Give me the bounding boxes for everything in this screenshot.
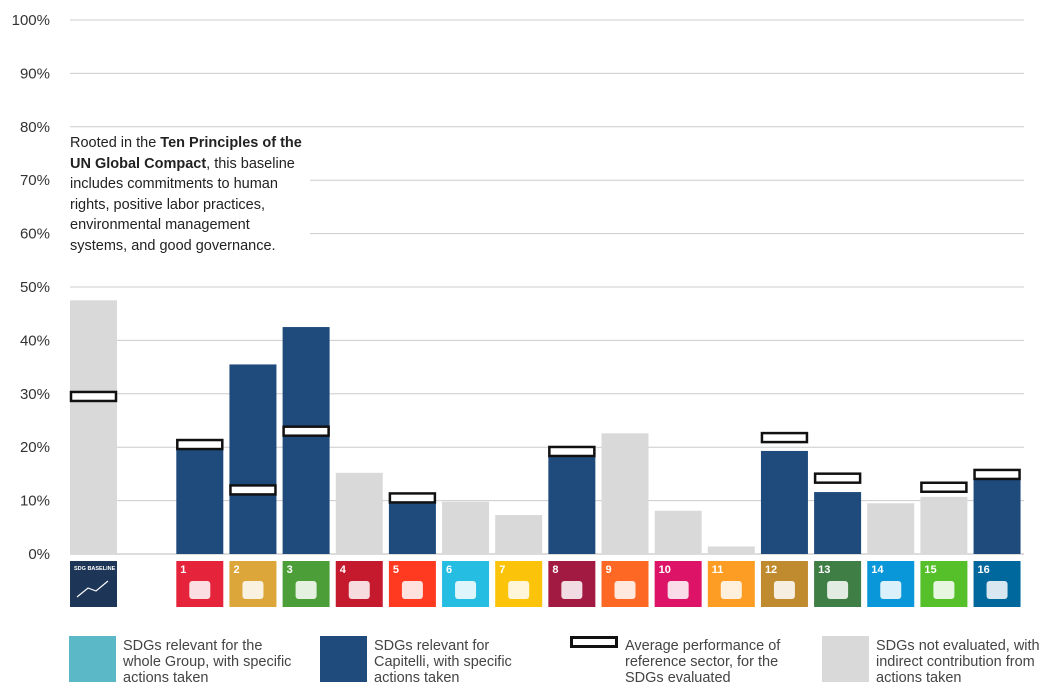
- y-tick-label: 90%: [20, 65, 50, 82]
- y-tick-label: 20%: [20, 439, 50, 456]
- baseline-annotation: Rooted in the Ten Principles of the UN G…: [70, 133, 310, 256]
- bar: [973, 479, 1021, 554]
- sdg-pictogram-icon: [401, 581, 423, 599]
- sdg-pictogram-icon: [933, 581, 955, 599]
- sdg-tile-label: 12: [765, 564, 777, 576]
- bar: [229, 364, 277, 554]
- sdg-tile-label: 1: [180, 564, 186, 576]
- bar: [760, 450, 808, 554]
- y-tick-label: 70%: [20, 172, 50, 189]
- average-marker: [69, 390, 118, 403]
- y-tick-label: 0%: [28, 546, 50, 563]
- sdg-tile-label: 8: [552, 564, 558, 576]
- legend-text-group: SDGs relevant for the whole Group, with …: [123, 638, 292, 686]
- annotation-bold: Ten Principles of the UN Global Compact: [70, 135, 302, 172]
- average-marker: [282, 425, 330, 437]
- sdg-pictogram-icon: [242, 581, 264, 599]
- chart-legend: SDGs relevant for the whole Group, with …: [0, 636, 1041, 690]
- sdg-pictogram-icon: [720, 581, 742, 599]
- average-marker: [388, 492, 437, 504]
- sdg-tile-label: 3: [287, 564, 293, 576]
- sdg-tile-label: 11: [712, 564, 724, 576]
- annotation-text-1: Rooted in the: [70, 135, 161, 151]
- sdg-pictogram-icon: [348, 581, 370, 599]
- average-marker: [973, 468, 1021, 481]
- bar: [282, 327, 330, 554]
- sdg-bar-chart: 0% 10% 20% 30% 40% 50% 60% 70% 80% 90% 100% SDG BAS…: [12, 12, 1024, 607]
- y-tick-label: 50%: [20, 279, 50, 296]
- y-tick-label: 60%: [20, 226, 50, 243]
- sdg-pictogram-icon: [508, 581, 530, 599]
- annotation-text-2: , this baseline includes commitments to …: [70, 155, 295, 254]
- sdg-pictogram-icon: [455, 581, 477, 599]
- sdg-tile-label: 5: [393, 564, 399, 576]
- bar: [601, 433, 649, 554]
- bar: [495, 515, 543, 554]
- bar: [707, 546, 755, 554]
- bar: [388, 502, 436, 554]
- bar: [654, 510, 702, 554]
- sdg-pictogram-icon: [827, 581, 849, 599]
- y-tick-label: 10%: [20, 493, 50, 510]
- bar: [442, 501, 490, 554]
- sdg-pictogram-icon: [295, 581, 317, 599]
- average-marker: [920, 481, 968, 493]
- legend-text-average: Average performance of reference sector,…: [625, 638, 781, 686]
- sdg-pictogram-icon: [614, 581, 636, 599]
- y-tick-label: 30%: [20, 386, 50, 403]
- legend-swatch-capitelli: [320, 636, 367, 682]
- average-marker: [176, 438, 224, 451]
- sdg-tile-label: 16: [978, 564, 990, 576]
- sdg-tile-label: 10: [659, 564, 671, 576]
- sdg-tile-label: 4: [340, 564, 347, 576]
- sdg-tile-label: 2: [233, 564, 239, 576]
- bar: [920, 496, 968, 554]
- y-tick-label: 100%: [12, 12, 50, 29]
- bar: [548, 455, 596, 554]
- average-marker: [548, 445, 596, 458]
- sdg-tile-label: 13: [818, 564, 830, 576]
- sdg-tile-label: 6: [446, 564, 452, 576]
- sdg-tile-label: 7: [499, 564, 505, 576]
- y-tick-label: 40%: [20, 332, 50, 349]
- sdg-pictogram-icon: [986, 581, 1008, 599]
- legend-text-not-evaluated: SDGs not evaluated, with indirect contri…: [876, 638, 1040, 686]
- average-marker: [229, 484, 277, 496]
- bar: [335, 472, 383, 554]
- y-tick-label: 80%: [20, 119, 50, 136]
- average-marker: [813, 472, 862, 484]
- legend-swatch-not-evaluated: [822, 636, 869, 682]
- sdg-tile-label: 15: [924, 564, 936, 576]
- bar: [867, 503, 915, 554]
- sdg-tile-label: 14: [871, 564, 884, 576]
- bar: [70, 300, 117, 554]
- sdg-pictogram-icon: [880, 581, 902, 599]
- sdg-pictogram-icon: [189, 581, 211, 599]
- legend-swatch-average: [570, 636, 618, 648]
- average-marker: [760, 431, 809, 444]
- sdg-tile-label: 9: [606, 564, 612, 576]
- sdg-pictogram-icon: [773, 581, 795, 599]
- trend-line-icon: [76, 580, 109, 598]
- sdg-tile-label: SDG BASELINE: [74, 566, 116, 572]
- bar: [176, 449, 224, 554]
- sdg-pictogram-icon: [561, 581, 583, 599]
- bar: [814, 492, 862, 554]
- sdg-pictogram-icon: [667, 581, 689, 599]
- legend-text-capitelli: SDGs relevant for Capitelli, with specif…: [374, 638, 512, 686]
- legend-swatch-group: [69, 636, 116, 682]
- sdg-tile: [70, 561, 117, 607]
